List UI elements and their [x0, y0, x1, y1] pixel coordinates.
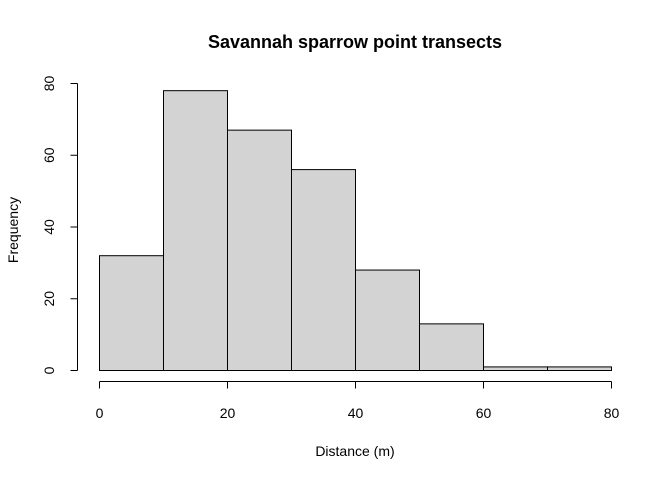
- y-axis-label: Frequency: [5, 197, 21, 263]
- x-tick-label: 0: [96, 405, 104, 421]
- x-tick-label: 40: [348, 405, 364, 421]
- histogram-bars: [99, 90, 612, 372]
- histogram-bar-10-20: [163, 90, 228, 372]
- histogram-bar-70-80: [547, 366, 612, 372]
- y-tick-label: 60: [41, 147, 57, 163]
- y-tick-label: 40: [41, 219, 57, 235]
- x-tick-label: 80: [604, 405, 620, 421]
- histogram-bar-20-30: [227, 129, 292, 371]
- histogram-bar-60-70: [483, 366, 548, 372]
- chart-title: Savannah sparrow point transects: [208, 32, 502, 52]
- histogram-bar-50-60: [419, 323, 484, 371]
- histogram-bar-40-50: [355, 269, 420, 371]
- histogram-bar-30-40: [291, 169, 356, 371]
- y-tick-label: 0: [41, 366, 57, 374]
- x-axis: 0 20 40 60 80: [96, 381, 620, 421]
- histogram-bar-0-10: [99, 255, 164, 371]
- y-tick-label: 80: [41, 76, 57, 92]
- x-axis-label: Distance (m): [315, 443, 394, 459]
- y-axis: 0 20 40 60 80: [41, 76, 78, 374]
- x-tick-label: 20: [220, 405, 236, 421]
- y-tick-label: 20: [41, 291, 57, 307]
- x-tick-label: 60: [476, 405, 492, 421]
